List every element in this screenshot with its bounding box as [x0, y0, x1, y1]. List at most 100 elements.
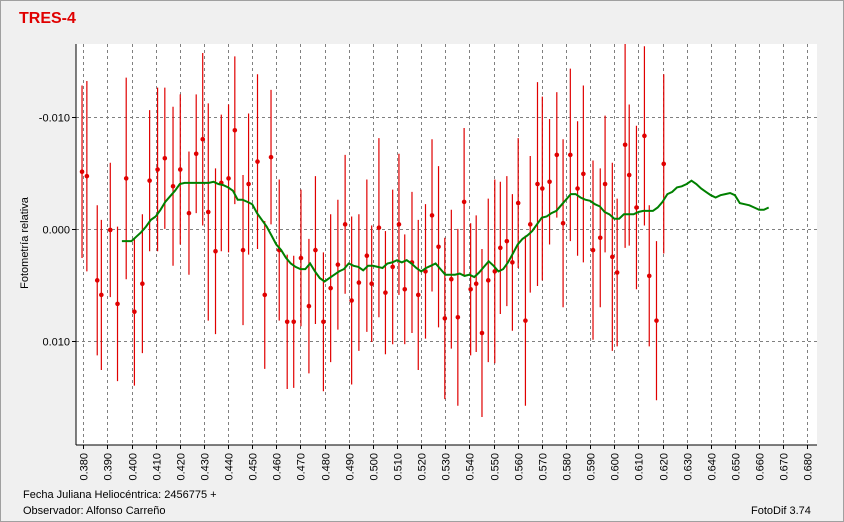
x-tick-label: 0.620	[659, 453, 671, 481]
data-point	[147, 178, 152, 183]
data-point	[560, 220, 566, 226]
x-tick-label: 0.650	[731, 453, 743, 481]
data-point	[540, 186, 545, 191]
data-point	[415, 292, 421, 298]
data-point	[642, 133, 647, 139]
x-tick-label: 0.400	[128, 453, 140, 481]
data-point	[626, 172, 632, 178]
data-point	[554, 152, 560, 158]
data-point	[376, 225, 382, 230]
data-point	[321, 319, 326, 325]
x-tick-label: 0.580	[562, 453, 574, 481]
data-point	[226, 176, 231, 181]
data-point	[461, 199, 467, 205]
data-point	[468, 287, 473, 292]
data-point	[622, 142, 628, 148]
data-point	[661, 161, 667, 167]
data-point	[390, 264, 395, 270]
x-ticks: 0.380 0.390 0.400 0.410 0.420 0.430 0.440 0.450…	[79, 445, 815, 481]
data-point	[107, 227, 113, 233]
data-point	[313, 247, 318, 253]
data-point	[349, 298, 354, 303]
chart-title: TRES-4	[19, 10, 76, 27]
data-point	[646, 273, 652, 279]
data-point	[590, 247, 596, 253]
x-tick-label: 0.500	[369, 453, 381, 481]
data-point	[170, 183, 176, 189]
data-point	[602, 181, 608, 187]
data-point	[94, 278, 100, 283]
data-point	[527, 222, 533, 227]
data-point	[492, 269, 498, 274]
y-tick-label: -0.010	[39, 113, 70, 125]
fit-line	[121, 179, 770, 283]
x-tick-label: 0.490	[345, 453, 357, 481]
data-point	[84, 173, 90, 179]
x-tick-label: 0.510	[393, 453, 405, 481]
data-point	[213, 248, 218, 254]
data-point	[449, 276, 454, 282]
data-point	[436, 244, 441, 250]
x-tick-label: 0.670	[779, 453, 791, 481]
data-point	[298, 255, 304, 261]
x-tick-label: 0.520	[417, 453, 429, 481]
data-point	[473, 281, 479, 287]
x-tick-label: 0.460	[272, 453, 284, 481]
x-tick-label: 0.380	[79, 453, 91, 481]
data-point	[654, 318, 659, 323]
x-tick-label: 0.640	[707, 453, 719, 481]
x-tick-label: 0.570	[538, 453, 550, 481]
x-axis-caption: Fecha Juliana Heliocéntrica: 2456775 +	[23, 489, 217, 501]
data-point	[614, 270, 620, 275]
data-point	[479, 330, 485, 336]
data-point	[498, 245, 503, 251]
data-point	[510, 260, 515, 265]
data-point	[306, 303, 312, 309]
data-point	[568, 152, 573, 158]
data-point	[547, 179, 552, 185]
software-caption: FotoDif 3.74	[751, 505, 811, 517]
data-point	[356, 280, 362, 285]
data-point	[268, 154, 274, 160]
data-point	[442, 316, 448, 321]
data-point	[342, 222, 348, 227]
data-point	[155, 167, 160, 172]
data-point	[535, 181, 540, 187]
x-tick-label: 0.470	[296, 453, 308, 481]
data-point	[634, 205, 639, 210]
y-tick-label: 0.010	[42, 337, 70, 349]
data-point	[364, 253, 370, 259]
x-tick-label: 0.390	[103, 453, 115, 481]
data-point	[383, 290, 388, 295]
data-point	[123, 176, 129, 181]
data-point	[115, 301, 120, 307]
data-point	[205, 209, 211, 215]
y-tick-label: 0.000	[42, 225, 70, 237]
data-point	[396, 222, 402, 227]
x-tick-label: 0.530	[441, 453, 453, 481]
data-point	[262, 292, 268, 298]
data-point	[429, 213, 435, 218]
data-point	[132, 309, 137, 315]
data-point	[177, 167, 183, 172]
data-point	[369, 281, 374, 287]
data-point	[140, 281, 145, 287]
x-tick-label: 0.600	[610, 453, 622, 481]
x-tick-label: 0.420	[176, 453, 188, 481]
x-tick-label: 0.430	[200, 453, 212, 481]
data-point	[200, 136, 206, 142]
data-point	[455, 315, 461, 320]
data-point	[240, 247, 246, 253]
x-tick-label: 0.440	[224, 453, 236, 481]
data-point	[232, 127, 238, 133]
data-point	[335, 262, 341, 267]
x-tick-label: 0.550	[490, 453, 502, 481]
data-point	[515, 200, 521, 206]
plot-area	[76, 44, 817, 445]
data-point	[597, 235, 603, 241]
data-point	[291, 319, 297, 325]
data-point	[246, 181, 251, 187]
data-point	[581, 171, 586, 177]
